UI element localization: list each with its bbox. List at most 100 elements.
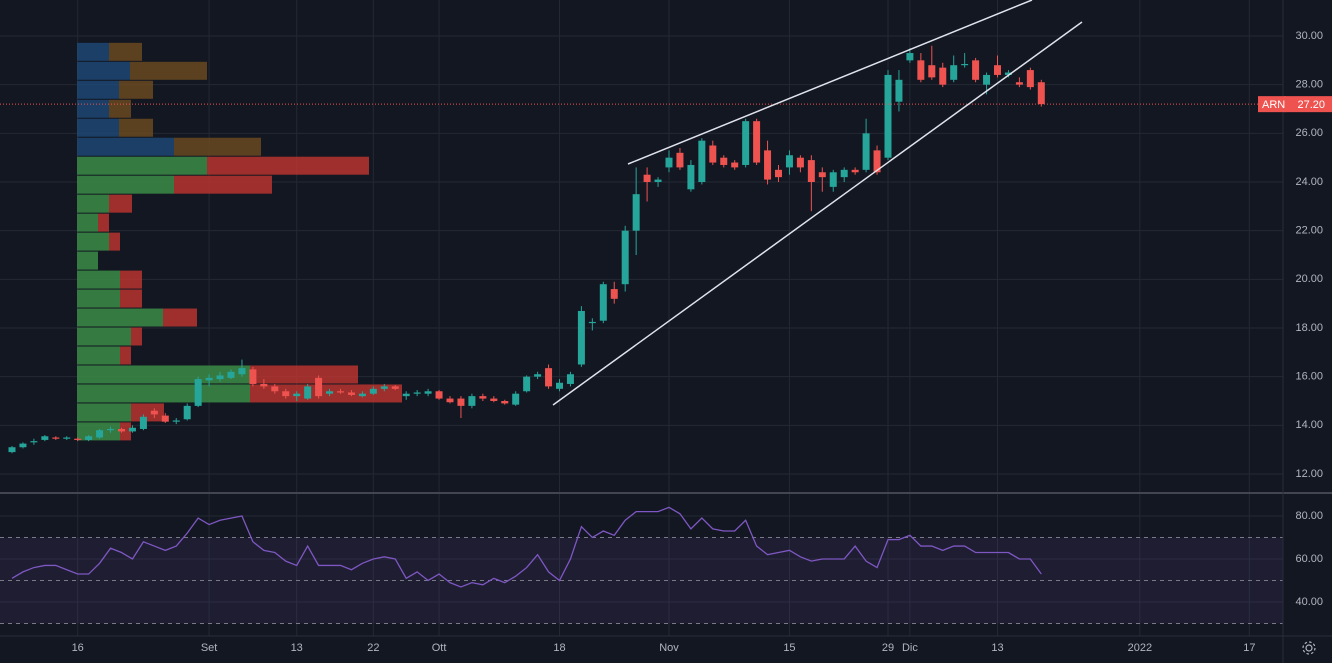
candle-body — [884, 74, 892, 158]
candle-body — [402, 393, 410, 397]
x-tick-label: 22 — [367, 642, 379, 654]
volume-profile-down — [250, 384, 402, 403]
candle-body — [698, 140, 706, 183]
volume-profile-up — [77, 80, 119, 99]
y-tick-label: 40.00 — [1295, 596, 1323, 608]
candle-body — [183, 405, 191, 420]
candle-body — [764, 150, 772, 180]
volume-profile-up — [77, 403, 131, 422]
x-tick-label: 13 — [291, 642, 303, 654]
volume-profile-up — [77, 175, 174, 194]
candle-body — [807, 160, 815, 183]
y-tick-label: 22.00 — [1295, 225, 1323, 237]
candle-body — [906, 53, 914, 61]
volume-profile-down — [163, 308, 197, 327]
volume-profile-up — [77, 232, 109, 251]
candle-body — [107, 428, 115, 431]
volume-profile-down — [109, 42, 142, 61]
candle-body — [917, 60, 925, 80]
candle-body — [96, 430, 104, 438]
volume-profile-down — [98, 213, 109, 232]
x-tick-label: Dic — [902, 642, 918, 654]
y-tick-label: 26.00 — [1295, 127, 1323, 139]
candle-body — [380, 386, 388, 389]
trendline[interactable] — [627, 0, 1033, 165]
candle-body — [52, 437, 60, 439]
candle-body — [347, 392, 355, 395]
x-tick-label: 29 — [882, 642, 894, 654]
last-price-label: 27.20 — [1297, 99, 1325, 111]
candle-body — [961, 63, 969, 66]
volume-profile-up — [77, 384, 250, 403]
candle-body — [1026, 70, 1034, 88]
candle-body — [479, 396, 487, 399]
y-tick-label: 80.00 — [1295, 510, 1323, 522]
volume-profile-up — [77, 118, 119, 137]
candle-body — [873, 150, 881, 173]
y-tick-label: 18.00 — [1295, 322, 1323, 334]
candle-body — [1037, 82, 1045, 105]
volume-profile-down — [119, 80, 153, 99]
candle-body — [676, 152, 684, 168]
symbol-tag — [1258, 96, 1286, 113]
candle-body — [621, 230, 629, 285]
last-price-tag — [1284, 96, 1332, 113]
y-tick-label: 16.00 — [1295, 371, 1323, 383]
volume-profile-up — [77, 346, 120, 365]
volume-profile-down — [120, 346, 131, 365]
rsi-line — [11, 506, 1042, 588]
volume-profile-down — [119, 118, 153, 137]
label-layer: 16 Set 13 22 Ott 18 Nov 15 29 Dic 13 2022 17 12.00 14.… — [72, 30, 1332, 654]
x-tick-label: Set — [201, 642, 218, 654]
volume-profile-down — [131, 403, 164, 422]
gear-teeth — [1302, 641, 1316, 655]
volume-profile-up — [77, 365, 250, 384]
volume-profile-up — [77, 194, 109, 213]
volume-profile-down — [207, 156, 369, 175]
candle-body — [775, 169, 782, 178]
volume-profile-up — [77, 289, 120, 308]
candle-body — [172, 420, 180, 422]
candle-body — [1015, 82, 1023, 85]
candle-body — [599, 284, 607, 321]
candle-body — [457, 398, 465, 406]
volume-profile-down — [120, 289, 142, 308]
candle-body — [709, 145, 717, 163]
candle-body — [851, 169, 859, 173]
candle-body — [435, 391, 443, 399]
candle-body — [556, 382, 563, 389]
candle-body — [829, 172, 837, 187]
volume-profile-down — [130, 61, 207, 80]
volume-profile-up — [77, 251, 98, 270]
candle-body — [139, 416, 147, 429]
candle-body — [972, 60, 980, 80]
volume-profile-down — [120, 422, 131, 441]
candle-body — [720, 157, 728, 165]
y-tick-label: 28.00 — [1295, 79, 1323, 91]
candle-body — [632, 194, 640, 231]
volume-profile-down — [109, 99, 131, 118]
candle-body — [118, 428, 125, 432]
volume-profile-down — [109, 232, 120, 251]
volume-profile-up — [77, 61, 130, 80]
candle-body — [85, 436, 93, 440]
trendline[interactable] — [552, 21, 1083, 406]
candle-body — [260, 383, 268, 387]
volume-profile-up — [77, 42, 109, 61]
candle-body — [950, 65, 958, 80]
candle-body — [194, 379, 202, 406]
candle-body — [534, 374, 542, 377]
volume-profile-up — [77, 270, 120, 289]
volume-profile-up — [77, 156, 207, 175]
plot-layer — [0, 0, 1283, 636]
x-tick-label: 13 — [991, 642, 1003, 654]
candle-body — [983, 74, 991, 85]
candle-body — [490, 398, 498, 401]
candle-body — [446, 398, 454, 403]
candle-body — [19, 443, 27, 448]
settings-button[interactable] — [1302, 641, 1316, 655]
candle-body — [1004, 72, 1012, 75]
candle-body — [643, 174, 651, 183]
volume-profile-down — [174, 137, 261, 156]
x-tick-label: 17 — [1243, 642, 1255, 654]
